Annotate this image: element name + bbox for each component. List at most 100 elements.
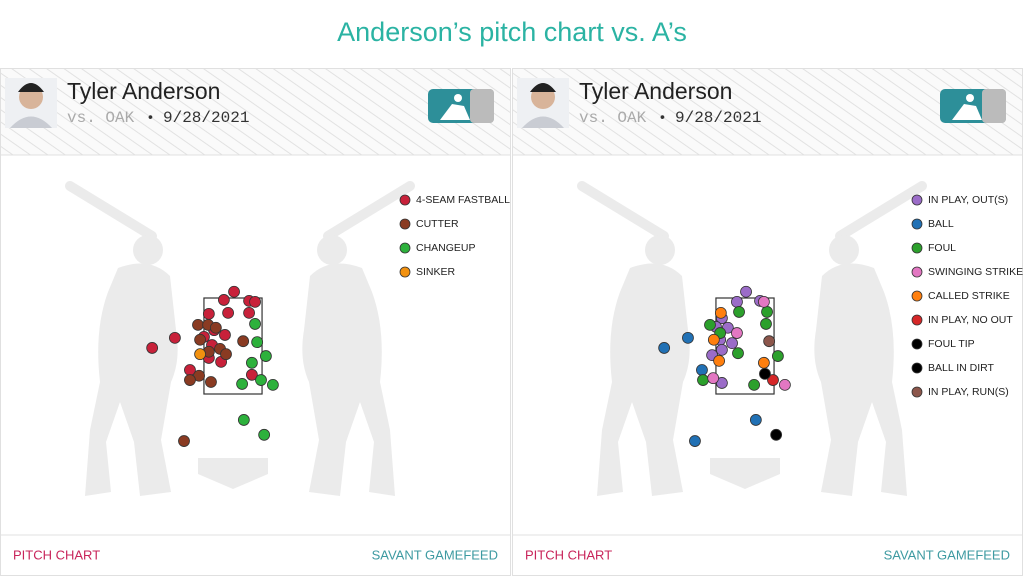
separator: • xyxy=(660,109,665,125)
footer-left: PITCH CHART xyxy=(13,547,100,562)
pitch xyxy=(731,295,743,308)
logo-figure xyxy=(966,94,974,102)
pitch xyxy=(219,329,231,341)
pitch xyxy=(249,295,261,308)
pitch xyxy=(202,307,215,320)
pitch xyxy=(713,354,726,367)
pitch xyxy=(740,285,752,298)
pitch xyxy=(209,321,222,334)
logo-figure xyxy=(440,104,470,120)
pitch xyxy=(220,348,232,361)
legend-label: CUTTER xyxy=(416,218,459,230)
pitch xyxy=(689,435,701,447)
separator: • xyxy=(148,109,153,125)
footer-right: SAVANT GAMEFEED xyxy=(372,547,498,562)
logo-figure xyxy=(952,104,982,120)
header-band xyxy=(513,69,1022,155)
pitch xyxy=(707,333,720,346)
pitch xyxy=(658,342,671,354)
league-logo-right xyxy=(470,89,494,123)
pitch xyxy=(757,295,770,308)
pitch xyxy=(714,306,727,319)
pitch xyxy=(192,318,204,331)
pitch xyxy=(258,428,271,441)
pitch xyxy=(194,333,207,346)
player-name: Tyler Anderson xyxy=(579,78,732,104)
legend-label: FOUL xyxy=(928,242,956,254)
pitch xyxy=(249,318,261,330)
legend-swatch xyxy=(911,218,923,230)
legend-label: IN PLAY, NO OUT xyxy=(928,314,1013,326)
opponent: vs. OAK xyxy=(67,109,135,127)
legend-swatch xyxy=(399,266,411,278)
game-date: 9/28/2021 xyxy=(675,109,761,127)
headshot-cap xyxy=(18,83,44,92)
strike-zone xyxy=(203,297,263,395)
pitch xyxy=(146,342,159,354)
pitch xyxy=(760,318,772,330)
legend-label: IN PLAY, RUN(S) xyxy=(928,386,1009,398)
pitch xyxy=(259,350,272,362)
pitch xyxy=(731,327,743,339)
pitch xyxy=(255,374,267,386)
legend-swatch xyxy=(911,242,923,254)
pitch xyxy=(168,331,181,344)
pitch xyxy=(237,414,250,426)
header-band xyxy=(1,69,510,155)
pitch xyxy=(237,335,250,348)
pitch xyxy=(770,428,783,441)
legend-label: CALLED STRIKE xyxy=(928,290,1010,302)
pitch-chart: 4-SEAM FASTBALL CUTTER CHANGEUP SINKER xyxy=(146,194,510,447)
legend-swatch xyxy=(911,194,923,206)
legend-label: IN PLAY, OUT(S) xyxy=(928,194,1008,206)
pitch xyxy=(763,335,776,348)
pitch xyxy=(778,378,791,391)
strike-zone xyxy=(715,297,775,395)
footer-right: SAVANT GAMEFEED xyxy=(884,547,1010,562)
home-plate xyxy=(710,458,780,489)
game-date: 9/28/2021 xyxy=(163,109,249,127)
legend-label: CHANGEUP xyxy=(416,242,476,254)
pitch xyxy=(733,306,745,318)
legend-label: BALL IN DIRT xyxy=(928,362,995,374)
legend-swatch xyxy=(911,314,923,326)
pitch xyxy=(178,435,190,447)
pitch xyxy=(245,356,258,369)
pitch xyxy=(757,356,770,369)
page-title: Anderson’s pitch chart vs. A’s xyxy=(337,17,687,47)
pitch xyxy=(228,285,240,298)
pitch xyxy=(761,306,773,318)
headshot-body xyxy=(522,116,564,128)
legend-swatch xyxy=(911,362,923,374)
pitch xyxy=(697,374,709,386)
legend-swatch xyxy=(911,386,923,398)
pitch xyxy=(732,347,744,360)
pitch xyxy=(251,336,264,349)
pitch xyxy=(748,378,761,391)
pitch xyxy=(771,350,784,362)
legend-label: 4-SEAM FASTBALL xyxy=(416,194,510,206)
headshot-body xyxy=(10,116,52,128)
legend-label: BALL xyxy=(928,218,954,230)
legend-swatch xyxy=(399,242,411,254)
pitch xyxy=(184,374,196,386)
opponent: vs. OAK xyxy=(579,109,647,127)
legend-swatch xyxy=(911,290,923,302)
pitch xyxy=(205,376,217,388)
pitch xyxy=(759,367,771,380)
pitch xyxy=(217,294,230,306)
legend-label: SWINGING STRIKE xyxy=(928,266,1023,278)
logo-figure xyxy=(454,94,462,102)
pitch xyxy=(696,364,708,376)
pitch xyxy=(245,368,258,381)
pitch xyxy=(715,343,728,356)
pitch xyxy=(243,306,256,319)
pitch xyxy=(194,348,207,361)
legend-label: SINKER xyxy=(416,266,456,278)
pitch xyxy=(749,414,762,426)
legend-swatch xyxy=(911,338,923,350)
legend-swatch xyxy=(399,194,411,206)
pitch xyxy=(266,378,279,391)
